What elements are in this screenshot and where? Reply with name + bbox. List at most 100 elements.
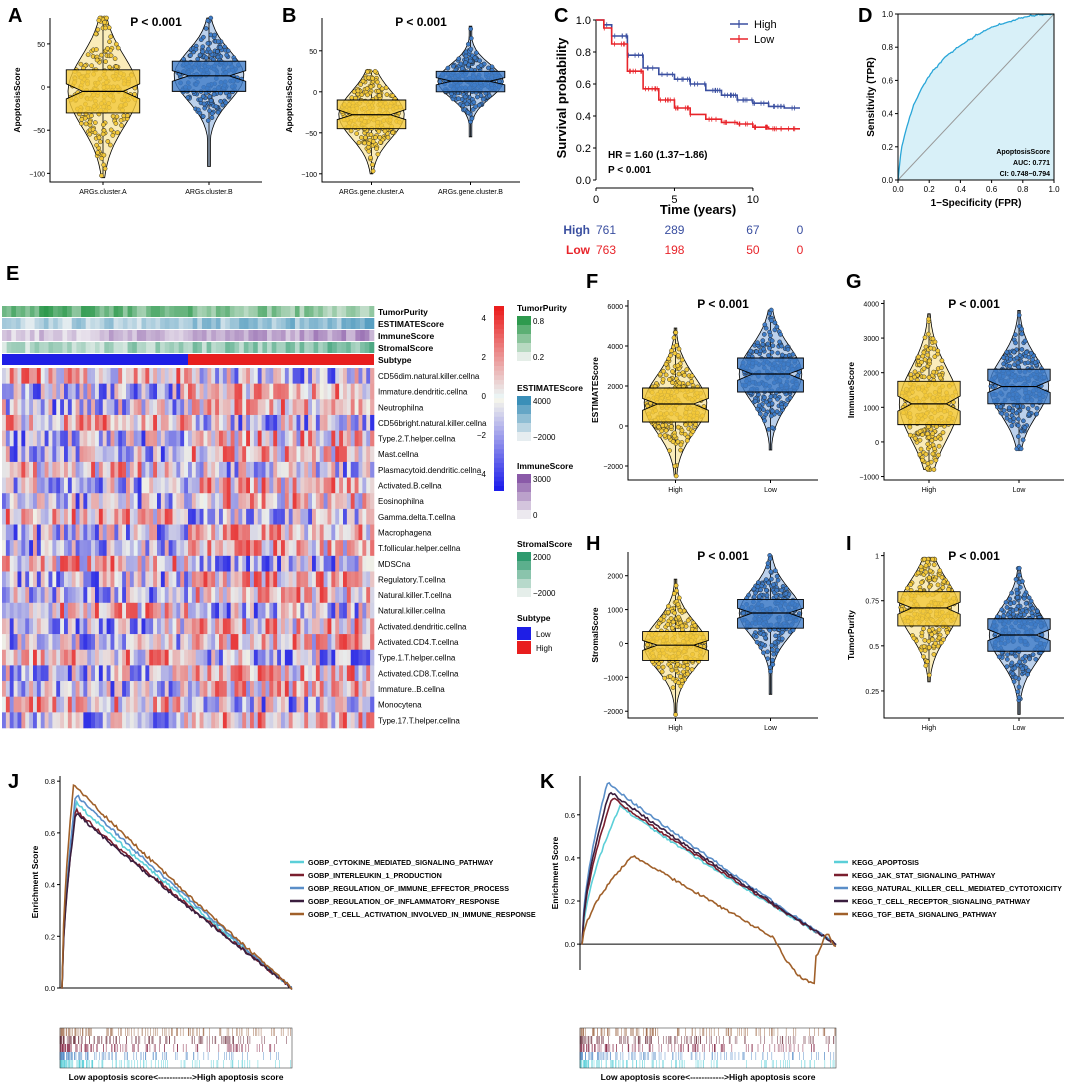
heat-cell <box>98 399 104 416</box>
heat-cell <box>277 368 282 384</box>
heat-cell <box>87 524 92 541</box>
heat-cell <box>188 461 193 478</box>
heat-cell <box>91 399 96 416</box>
data-point <box>1027 656 1032 662</box>
heat-cell <box>149 555 154 572</box>
heat-cell <box>331 493 336 510</box>
heat-cell <box>5 399 11 416</box>
heat-cell <box>75 461 80 478</box>
heat-cell <box>354 461 359 478</box>
annotation-cell <box>350 342 356 353</box>
heat-cell <box>168 383 173 400</box>
annotation-cell <box>15 318 21 329</box>
heat-cell <box>114 461 119 478</box>
heat-cell <box>118 399 123 416</box>
heat-cell <box>13 524 18 541</box>
heat-cell <box>176 540 181 557</box>
data-point <box>1013 653 1019 659</box>
heat-cell <box>5 477 11 494</box>
annotation-cell <box>215 330 221 341</box>
heat-cell <box>87 383 92 400</box>
y-tick-label: 0.25 <box>865 689 879 696</box>
heat-cell <box>277 430 282 447</box>
data-point <box>89 113 94 119</box>
data-point <box>1013 675 1019 680</box>
x-tick-label: High <box>668 725 683 732</box>
heat-cell <box>145 383 150 400</box>
heat-cell <box>238 477 243 494</box>
heat-cell <box>60 555 65 572</box>
data-point <box>768 413 774 419</box>
annotation-cell <box>281 342 286 353</box>
heat-cell <box>75 555 80 572</box>
heat-cell <box>226 461 231 478</box>
annotation-cell <box>220 330 226 341</box>
annotation-cell <box>192 330 198 341</box>
heat-cell <box>71 493 76 510</box>
heat-cell <box>83 461 88 478</box>
heat-cell <box>180 383 185 400</box>
heat-cell <box>168 508 173 525</box>
heat-cell <box>106 540 111 557</box>
heat-cell <box>102 414 107 431</box>
heat-cell <box>265 399 270 416</box>
heat-cell <box>79 555 84 572</box>
annotation-cell <box>132 330 138 341</box>
heat-cell <box>253 399 259 416</box>
x-tick-label: Low <box>1013 725 1027 732</box>
annotation-cell <box>299 330 305 341</box>
heat-cell <box>273 508 278 525</box>
heat-cell <box>137 508 142 525</box>
data-point <box>1021 418 1026 424</box>
data-point <box>932 577 938 583</box>
heat-cell <box>52 399 57 416</box>
data-point <box>677 608 683 613</box>
heat-cell <box>129 414 135 431</box>
data-point <box>1015 423 1021 428</box>
data-point <box>931 652 937 657</box>
y-tick-label: 1.0 <box>576 15 591 27</box>
data-point <box>675 363 681 369</box>
heat-cell <box>79 493 84 510</box>
heat-cell <box>2 399 7 416</box>
heat-cell <box>354 368 359 384</box>
heat-cell <box>95 399 100 416</box>
heat-cell <box>67 555 73 572</box>
data-point <box>1034 608 1040 614</box>
heat-cell <box>48 383 53 400</box>
data-point <box>208 98 214 104</box>
annotation-cell <box>318 318 324 329</box>
data-point <box>469 116 475 121</box>
heat-cell <box>195 383 200 400</box>
annotation-cell <box>174 318 179 329</box>
annotation-cell <box>267 342 272 353</box>
data-point <box>923 663 929 669</box>
annotation-cell <box>262 306 268 317</box>
annotation-cell <box>248 318 254 329</box>
heat-cell <box>133 540 138 557</box>
heat-cell <box>168 461 173 478</box>
heat-cell <box>370 461 375 478</box>
annotation-cell <box>95 306 100 317</box>
heat-cell <box>273 555 278 572</box>
data-point <box>476 102 482 108</box>
heat-cell <box>215 383 220 400</box>
data-point <box>934 424 939 430</box>
heat-cell <box>98 493 104 510</box>
annotation-cell <box>29 318 35 329</box>
data-point <box>365 92 370 98</box>
data-point <box>998 404 1004 410</box>
heat-cell <box>315 461 321 478</box>
data-point <box>775 577 781 583</box>
heat-cell <box>273 477 278 494</box>
heat-cell <box>350 383 355 400</box>
heat-cell <box>133 414 138 431</box>
heat-cell <box>141 414 146 431</box>
data-point <box>376 83 382 89</box>
heat-cell <box>122 414 127 431</box>
data-point <box>390 130 396 135</box>
heat-cell <box>149 540 154 557</box>
heat-cell <box>137 524 142 541</box>
annotation-cell <box>76 318 82 329</box>
annotation-cell <box>360 330 365 341</box>
